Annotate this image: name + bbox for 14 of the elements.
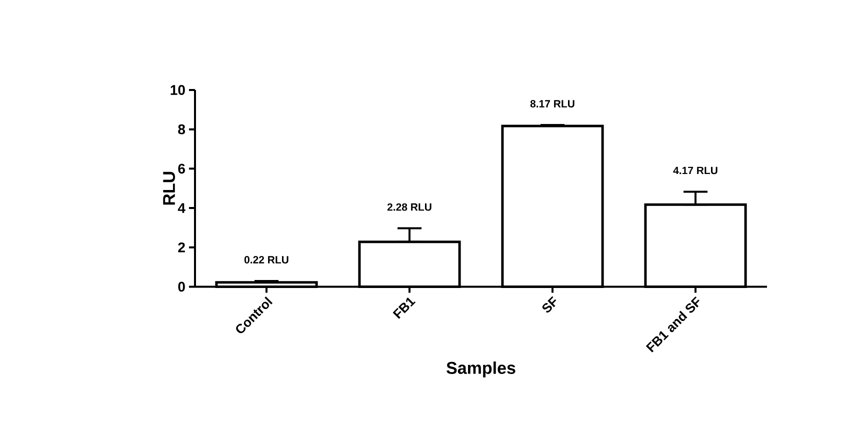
y-axis-title: RLU bbox=[163, 172, 176, 205]
y-tick-label: 8 bbox=[178, 124, 186, 134]
x-tick-label: SF bbox=[542, 296, 556, 313]
data-label: 8.17 RLU bbox=[530, 100, 574, 108]
data-label: 4.17 RLU bbox=[673, 166, 718, 174]
x-axis-title: Samples bbox=[446, 361, 516, 378]
data-label: 2.28 RLU bbox=[387, 203, 432, 211]
data-label: 0.22 RLU bbox=[244, 256, 288, 264]
y-tick-label: 6 bbox=[178, 164, 185, 174]
y-tick-label: 4 bbox=[178, 203, 186, 213]
y-tick-label: 2 bbox=[178, 242, 185, 252]
y-tick-label: 10 bbox=[170, 85, 185, 95]
y-tick-label: 0 bbox=[178, 282, 185, 292]
x-tick-label: FB1 bbox=[392, 298, 416, 319]
